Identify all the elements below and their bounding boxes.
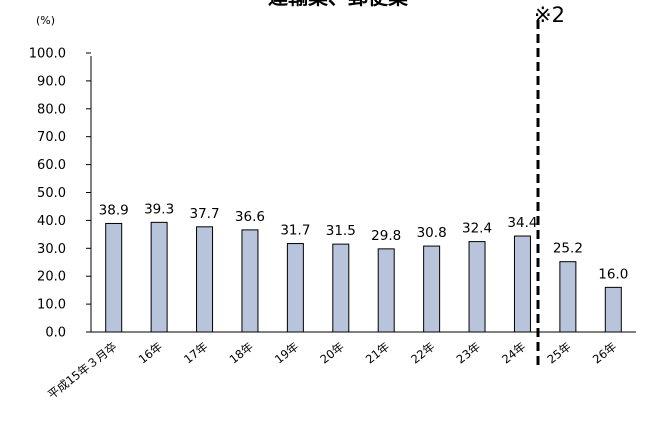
y-tick-label: 0.0 bbox=[45, 326, 66, 341]
data-label: 29.8 bbox=[371, 228, 401, 244]
x-axis-labels: 平成15年３月卒 16年 17年 18年 19年 20年 21年 22年 23年 24年 25年 26… bbox=[45, 339, 619, 402]
data-label: 31.5 bbox=[326, 223, 356, 239]
data-label: 16.0 bbox=[598, 266, 628, 282]
data-label: 36.6 bbox=[235, 209, 265, 225]
x-tick-label: 18年 bbox=[227, 339, 256, 366]
note-marker: ※2 bbox=[534, 3, 565, 27]
x-tick-label: 22年 bbox=[408, 339, 437, 366]
y-tick-label: 10.0 bbox=[37, 298, 66, 313]
y-tick-label: 90.0 bbox=[37, 74, 66, 89]
x-tick-label: 17年 bbox=[181, 339, 210, 366]
bar bbox=[423, 245, 441, 333]
y-tick-label: 40.0 bbox=[37, 214, 66, 229]
bar bbox=[559, 261, 577, 333]
data-label: 30.8 bbox=[417, 225, 447, 241]
bar bbox=[105, 222, 123, 333]
y-tick-label: 70.0 bbox=[37, 130, 66, 145]
y-axis-unit: (%) bbox=[36, 14, 55, 27]
y-tick-label: 30.0 bbox=[37, 242, 66, 257]
data-label: 38.9 bbox=[99, 202, 129, 218]
data-label: 25.2 bbox=[553, 241, 583, 257]
data-labels: 38.9 39.3 37.7 36.6 31.7 31.5 29.8 30.8 32.4 34.4… bbox=[99, 201, 629, 282]
data-label: 37.7 bbox=[190, 206, 220, 222]
data-label: 34.4 bbox=[507, 215, 537, 231]
bar bbox=[513, 235, 531, 333]
y-tick-label: 50.0 bbox=[37, 186, 66, 201]
x-tick-label: 16年 bbox=[136, 339, 165, 366]
y-tick-label: 60.0 bbox=[37, 158, 66, 173]
x-tick-label: 19年 bbox=[272, 339, 301, 366]
x-tick-label: 20年 bbox=[317, 339, 346, 366]
x-tick-label: 25年 bbox=[545, 339, 574, 366]
x-tick-label: 21年 bbox=[363, 339, 392, 366]
bar bbox=[377, 248, 395, 333]
data-label: 31.7 bbox=[280, 223, 310, 239]
chart-title: 運輸業、郵便業 bbox=[268, 0, 409, 9]
x-tick-label: 24年 bbox=[499, 339, 528, 366]
x-tick-label: 平成15年３月卒 bbox=[45, 339, 120, 402]
bar bbox=[332, 243, 350, 333]
x-tick-label: 23年 bbox=[454, 339, 483, 366]
bar bbox=[604, 286, 622, 333]
data-label: 39.3 bbox=[144, 201, 174, 217]
y-tick-label: 80.0 bbox=[37, 102, 66, 117]
data-label: 32.4 bbox=[462, 221, 492, 237]
bar bbox=[196, 226, 214, 333]
bars bbox=[105, 221, 622, 333]
y-tick-label: 100.0 bbox=[29, 47, 66, 62]
x-tick-label: 26年 bbox=[590, 339, 619, 366]
bar bbox=[468, 241, 486, 333]
bar bbox=[150, 221, 168, 333]
bar bbox=[241, 229, 259, 333]
bar bbox=[286, 243, 304, 333]
y-axis-ticks: 0.0 10.0 20.0 30.0 40.0 50.0 60.0 70.0 80.0 90.0 1… bbox=[29, 47, 91, 341]
y-tick-label: 20.0 bbox=[37, 270, 66, 285]
